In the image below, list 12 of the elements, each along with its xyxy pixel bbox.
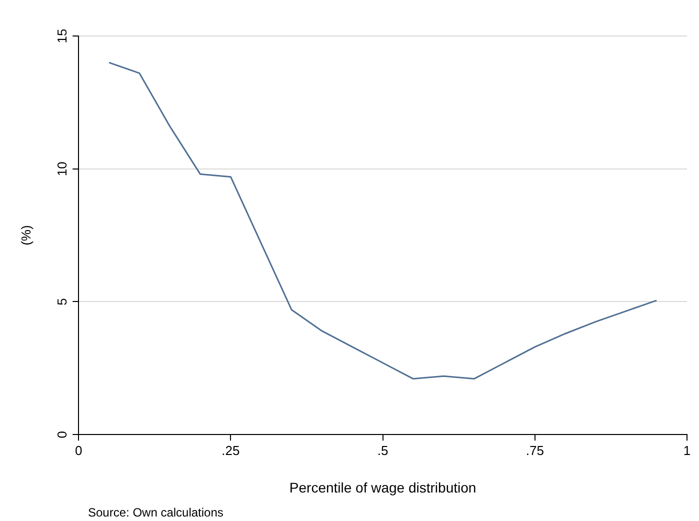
y-tick-label: 10 (54, 162, 70, 176)
y-axis-title: (%) (18, 225, 34, 246)
y-tick-label: 15 (54, 28, 70, 44)
x-axis-title: Percentile of wage distribution (289, 479, 476, 496)
y-tick-label: 5 (54, 298, 70, 306)
x-tick-label: 0 (74, 442, 82, 458)
x-tick-label: 1 (683, 442, 691, 458)
x-tick-label: .75 (526, 442, 544, 458)
source-note: Source: Own calculations (88, 505, 224, 520)
x-tick-label: .25 (222, 442, 240, 458)
x-tick-label: .5 (377, 442, 388, 458)
y-tick-label: 0 (54, 430, 70, 438)
